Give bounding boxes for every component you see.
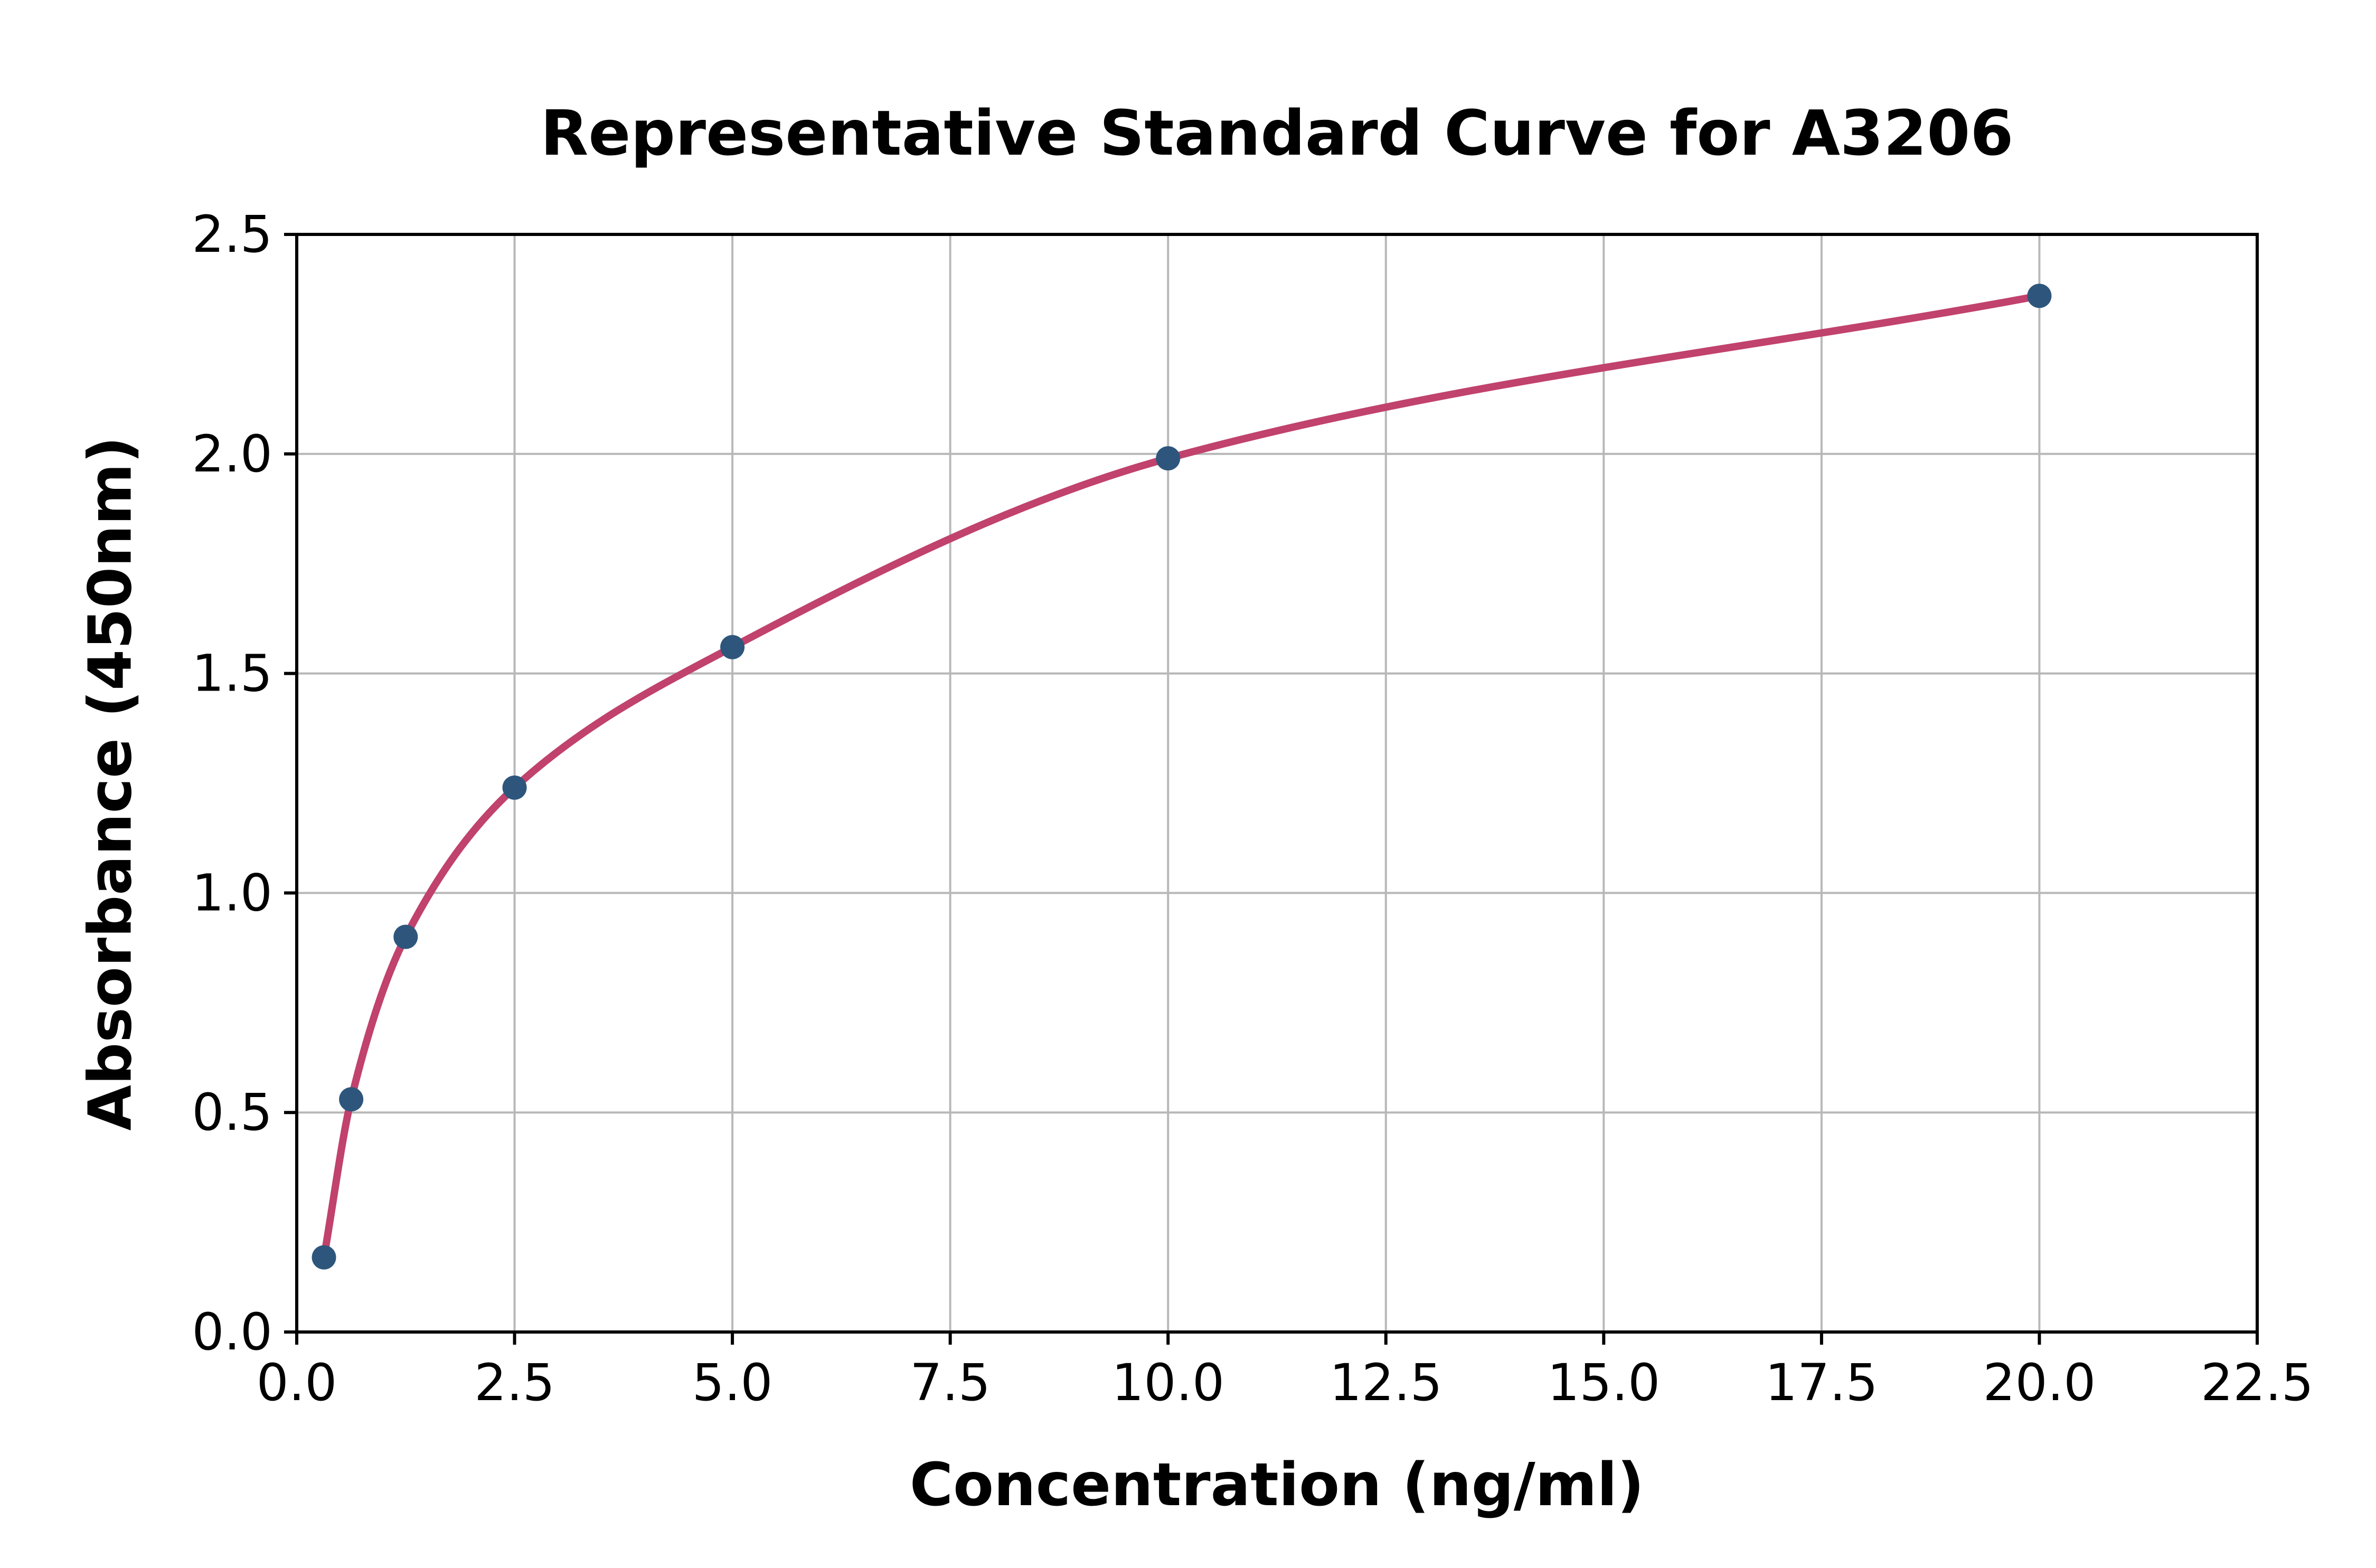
x-tick-label: 20.0 bbox=[1983, 1353, 2096, 1412]
plot-spines bbox=[295, 233, 2259, 1334]
data-point bbox=[502, 775, 527, 800]
x-tick-label: 5.0 bbox=[692, 1353, 773, 1412]
data-point bbox=[312, 1245, 336, 1270]
x-tick-label: 2.5 bbox=[474, 1353, 555, 1412]
data-point bbox=[2027, 284, 2052, 308]
x-tick-label: 7.5 bbox=[910, 1353, 991, 1412]
data-point bbox=[339, 1087, 364, 1112]
chart-title: Representative Standard Curve for A3206 bbox=[540, 97, 2014, 169]
x-tick-label: 10.0 bbox=[1111, 1353, 1224, 1412]
data-point bbox=[393, 924, 418, 949]
x-tick-label: 17.5 bbox=[1765, 1353, 1878, 1412]
y-tick-label: 1.5 bbox=[192, 644, 272, 703]
x-axis-label: Concentration (ng/ml) bbox=[909, 1451, 1645, 1519]
x-tick-label: 15.0 bbox=[1547, 1353, 1660, 1412]
data-point bbox=[720, 635, 745, 659]
data-point bbox=[1156, 446, 1181, 471]
fit-curve bbox=[320, 292, 2043, 1261]
x-tick-label: 22.5 bbox=[2201, 1353, 2314, 1412]
y-tick-label: 1.0 bbox=[192, 863, 272, 922]
x-tick-label: 0.0 bbox=[257, 1353, 337, 1412]
y-tick-label: 0.0 bbox=[192, 1302, 272, 1362]
y-tick-label: 2.0 bbox=[192, 424, 272, 484]
x-tick-label: 12.5 bbox=[1330, 1353, 1442, 1412]
y-tick-label: 0.5 bbox=[192, 1083, 272, 1142]
y-tick-label: 2.5 bbox=[192, 205, 272, 264]
